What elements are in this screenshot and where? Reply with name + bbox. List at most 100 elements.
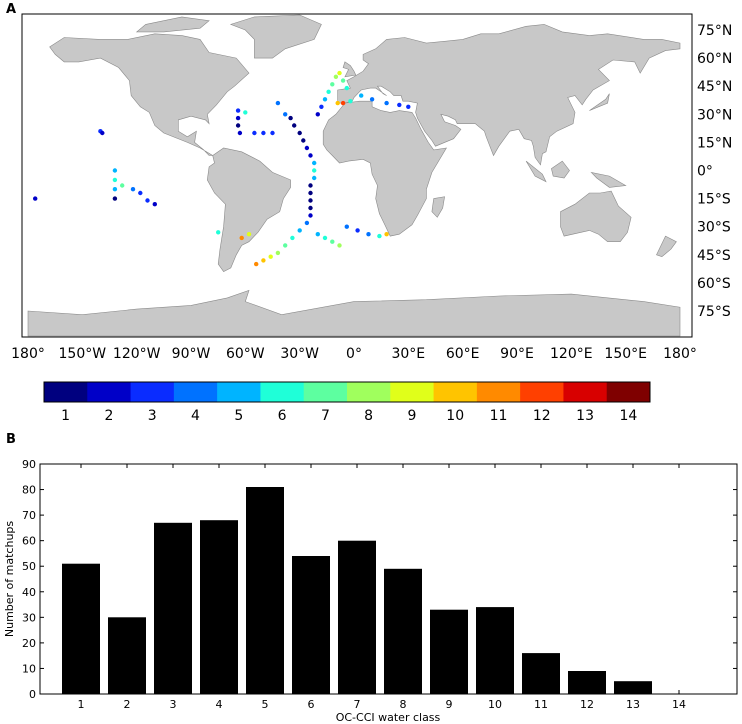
matchup-point [359,93,364,98]
y-tick-label: 80 [22,484,36,497]
matchup-point [322,97,328,102]
colorbar-label: 11 [490,408,508,424]
y-tick-label: 50 [22,560,36,573]
matchup-point [112,196,118,201]
y-tick-label: 70 [22,509,36,522]
x-axis-ticks: 1 2 3 4 5 6 7 8 9 10 11 12 13 14 [78,464,686,711]
matchup-point [288,115,293,121]
matchup-point [275,100,281,106]
land-shape [229,14,322,59]
land-shape [322,100,447,237]
land-layer [27,14,681,337]
colorbar-labels: 1 2 3 4 5 6 7 8 9 10 11 12 13 14 [61,408,637,424]
latitude-label: 15°N [697,135,732,151]
matchup-point [337,70,342,76]
land-shape [135,16,210,33]
land-shape [337,24,681,166]
matchup-point [344,85,349,91]
longitude-label: 120°E [550,346,593,362]
matchup-point [152,202,157,207]
matchup-point [330,239,335,244]
bar [154,522,192,694]
matchup-point [333,74,339,80]
bar [62,563,100,694]
matchup-point [235,115,241,121]
colorbar-label: 6 [278,408,287,424]
x-tick-label: 13 [626,698,640,711]
x-tick-label: 14 [672,698,686,711]
colorbar-cell [433,382,478,402]
longitude-label: 30°E [391,346,425,362]
land-shape [206,147,291,272]
longitude-label: 90°E [500,346,534,362]
x-tick-label: 8 [400,698,407,711]
land-shape [525,160,547,183]
bar [108,617,146,694]
y-axis-ticks: 0 10 20 30 40 50 60 70 80 90 [22,458,737,701]
colorbar-label: 5 [234,408,243,424]
colorbar-cell [44,382,88,402]
matchup-point [235,123,241,128]
matchup-point [340,78,346,83]
latitude-label: 75°S [697,304,731,320]
matchup-point [304,220,310,226]
matchup-point [315,232,320,237]
panel-a-letter: A [6,2,17,17]
matchup-point [308,190,313,196]
matchup-point [283,112,288,117]
matchup-point [254,261,259,267]
matchup-point [246,232,252,237]
matchup-point [33,196,38,201]
matchup-point [308,213,313,218]
longitude-label: 120°W [113,346,161,362]
x-tick-label: 5 [262,698,269,711]
longitude-label: 30°W [280,346,319,362]
x-tick-label: 11 [534,698,548,711]
x-tick-label: 6 [308,698,315,711]
colorbar-label: 12 [533,408,551,424]
bar [292,556,330,694]
x-tick-label: 10 [488,698,502,711]
matchup-point [369,97,375,102]
matchup-point [237,130,243,136]
colorbar-cell [173,382,218,402]
y-tick-label: 30 [22,611,36,624]
longitude-label: 180° [663,346,697,362]
longitude-label: 60°E [446,346,480,362]
latitude-label: 30°S [697,220,731,236]
bar [430,609,468,694]
x-tick-label: 7 [354,698,361,711]
colorbar-cells [43,381,651,403]
matchup-points [33,70,411,267]
bar [338,540,376,694]
matchup-point [384,232,389,237]
longitude-label: 60°W [226,346,265,362]
matchup-point [304,145,310,151]
matchup-point [292,123,297,128]
matchup-point [315,112,320,117]
land-shape [560,190,632,242]
matchup-point [261,130,266,136]
y-tick-label: 40 [22,586,36,599]
matchup-point [322,235,328,241]
latitude-label: 30°N [697,107,732,123]
colorbar-label: 13 [576,408,594,424]
colorbar-label: 7 [321,408,330,424]
matchup-point [252,130,257,136]
matchup-point [112,187,118,192]
x-tick-label: 3 [170,698,177,711]
bar [476,607,514,694]
longitude-labels: 180° 150°W 120°W 90°W 60°W 30°W 0° 30°E 60°E 90°E… [11,346,697,362]
matchup-point [290,235,295,241]
y-axis-label: Number of matchups [3,521,16,638]
longitude-label: 0° [346,346,362,362]
y-tick-label: 20 [22,637,36,650]
matchup-point [406,104,411,110]
matchup-point [348,99,353,104]
matchup-point [120,183,125,188]
land-shape [590,171,627,188]
matchup-point [216,230,221,235]
y-tick-label: 60 [22,535,36,548]
